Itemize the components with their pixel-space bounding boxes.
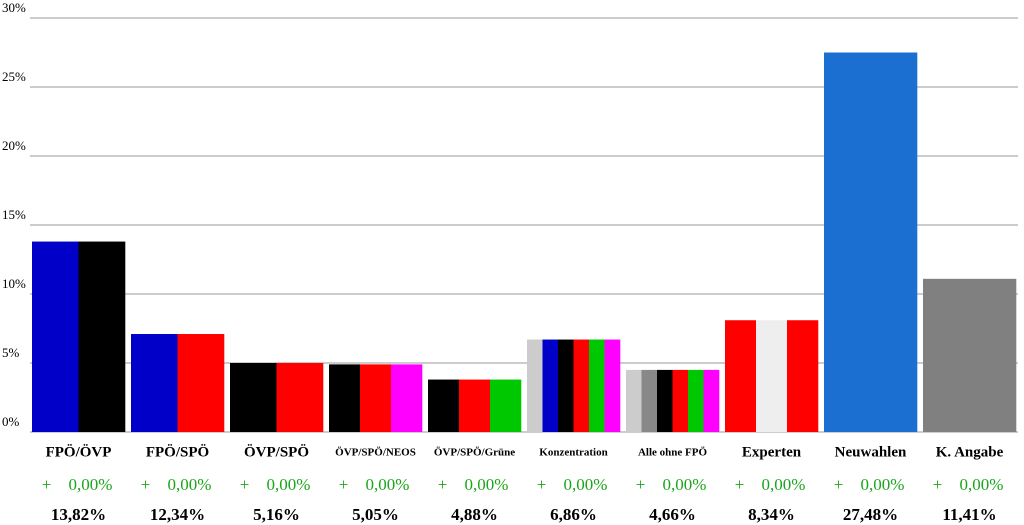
bar-segment <box>923 278 1017 432</box>
bar-segment <box>428 379 460 432</box>
change-value: 0,00% <box>465 475 509 494</box>
x-tick-label: FPÖ/ÖVP <box>46 443 112 460</box>
change-value: 0,00% <box>861 475 905 494</box>
change-sign: + <box>834 475 844 494</box>
total-label: 6,86% <box>550 505 597 524</box>
bar-segment <box>703 369 720 432</box>
y-tick-label: 25% <box>2 69 26 84</box>
bar-segment <box>78 241 126 432</box>
total-label: 27,48% <box>843 505 898 524</box>
change-sign: + <box>141 475 151 494</box>
change-sign: + <box>339 475 349 494</box>
bar-segment <box>360 364 392 432</box>
bar-segment <box>725 320 757 432</box>
bar-segment <box>604 339 621 432</box>
bar-segment <box>527 339 543 432</box>
bar-segment <box>824 52 918 432</box>
change-value: 0,00% <box>762 475 806 494</box>
change-sign: + <box>42 475 52 494</box>
total-label: 11,41% <box>942 505 996 524</box>
change-sign: + <box>636 475 646 494</box>
change-value: 0,00% <box>168 475 212 494</box>
bar-segment <box>626 369 642 432</box>
bar-segment <box>276 363 324 432</box>
bar-segment <box>589 339 605 432</box>
x-tick-label: FPÖ/SPÖ <box>146 443 209 460</box>
y-tick-label: 10% <box>2 276 26 291</box>
y-tick-label: 20% <box>2 138 26 153</box>
y-tick-label: 30% <box>2 0 26 15</box>
bar-segment <box>558 339 574 432</box>
x-tick-label: Neuwahlen <box>835 444 907 460</box>
y-tick-label: 0% <box>2 414 20 429</box>
change-value: 0,00% <box>267 475 311 494</box>
total-label: 8,34% <box>748 505 795 524</box>
x-tick-label: ÖVP/SPÖ/NEOS <box>335 446 416 459</box>
change-value: 0,00% <box>564 475 608 494</box>
change-value: 0,00% <box>366 475 410 494</box>
bar-segment <box>641 369 658 432</box>
bar-segment <box>672 369 689 432</box>
bar-segment <box>573 339 590 432</box>
bar-segment <box>131 334 178 432</box>
bar-segment <box>459 379 491 432</box>
bar-segment <box>657 369 673 432</box>
change-sign: + <box>933 475 943 494</box>
x-tick-label: ÖVP/SPÖ/Grüne <box>434 446 515 459</box>
x-tick-label: Alle ohne FPÖ <box>638 446 707 459</box>
total-label: 12,34% <box>150 505 205 524</box>
total-label: 13,82% <box>51 505 106 524</box>
x-tick-label: Konzentration <box>539 447 607 459</box>
bar-segment <box>177 334 225 432</box>
change-value: 0,00% <box>69 475 113 494</box>
bar-segment <box>391 364 423 432</box>
total-label: 4,88% <box>451 505 498 524</box>
change-value: 0,00% <box>960 475 1004 494</box>
x-tick-label: ÖVP/SPÖ <box>244 443 309 460</box>
bar-segment <box>756 320 788 432</box>
x-tick-label: K. Angabe <box>936 444 1004 460</box>
change-sign: + <box>438 475 448 494</box>
bar-segment <box>329 364 361 432</box>
bar-segment <box>32 241 79 432</box>
change-value: 0,00% <box>663 475 707 494</box>
change-sign: + <box>537 475 547 494</box>
change-sign: + <box>735 475 745 494</box>
y-tick-label: 15% <box>2 207 26 222</box>
total-label: 5,05% <box>352 505 399 524</box>
bar-segment <box>490 379 522 432</box>
bar-segment <box>787 320 819 432</box>
x-tick-label: Experten <box>742 444 802 460</box>
bar-segment <box>688 369 704 432</box>
bar-segment <box>230 363 277 432</box>
total-label: 4,66% <box>649 505 696 524</box>
total-label: 5,16% <box>253 505 300 524</box>
bar-segment <box>542 339 559 432</box>
change-sign: + <box>240 475 250 494</box>
y-tick-label: 5% <box>2 345 20 360</box>
